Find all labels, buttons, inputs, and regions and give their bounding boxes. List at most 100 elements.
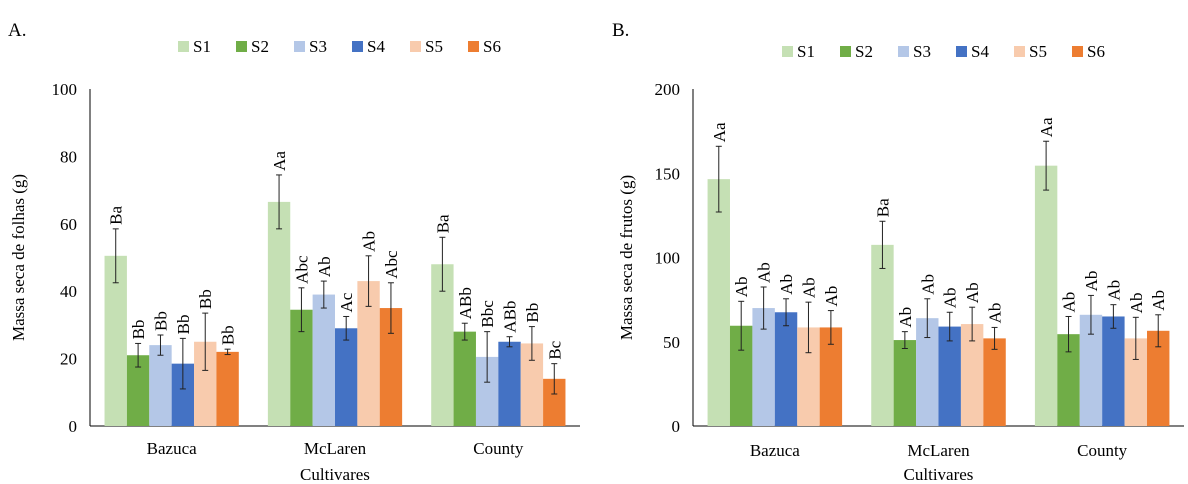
y-tick-label: 40 bbox=[60, 282, 77, 301]
legend-label-s1: S1 bbox=[193, 37, 211, 56]
data-label: Aa bbox=[1037, 117, 1056, 137]
data-label: Ba bbox=[873, 198, 892, 217]
y-tick-label: 100 bbox=[52, 80, 78, 99]
bar-s3 bbox=[312, 294, 335, 426]
chart-panel-b: B. S1 S2 S3 S4 S5 S6 0 50 100 150 200 Massa seca de … bbox=[612, 20, 1184, 484]
bar-s5 bbox=[357, 281, 380, 426]
legend-label-s2: S2 bbox=[855, 42, 873, 61]
data-label: Ab bbox=[918, 274, 937, 295]
x-tick-label: McLaren bbox=[304, 439, 367, 458]
data-label: Bc bbox=[545, 340, 564, 359]
bar-s1 bbox=[871, 244, 894, 426]
bar-s5 bbox=[797, 327, 820, 426]
x-tick-label: McLaren bbox=[907, 441, 970, 460]
bar-s3 bbox=[916, 318, 939, 426]
y-tick-label: 0 bbox=[672, 417, 681, 436]
data-label: Ab bbox=[896, 307, 915, 328]
legend-label-s3: S3 bbox=[309, 37, 327, 56]
data-label: Ab bbox=[963, 282, 982, 303]
data-label: ABb bbox=[456, 287, 475, 319]
legend-label-s2: S2 bbox=[251, 37, 269, 56]
bar-s3 bbox=[1079, 314, 1103, 426]
bar-s1 bbox=[707, 179, 730, 426]
bar-s2 bbox=[893, 340, 917, 426]
data-label: ABb bbox=[501, 301, 520, 333]
legend-swatch-s2 bbox=[236, 41, 247, 52]
data-label: Ab bbox=[732, 277, 751, 298]
data-label: Ab bbox=[941, 287, 960, 308]
x-axis-title: Cultivares bbox=[300, 465, 370, 484]
y-tick-label: 80 bbox=[60, 147, 77, 166]
y-tick-label: 200 bbox=[655, 80, 681, 99]
data-label: Ba bbox=[107, 206, 126, 225]
legend-label-s4: S4 bbox=[367, 37, 385, 56]
bar-s1 bbox=[104, 255, 127, 426]
data-label: Aa bbox=[270, 151, 289, 171]
bar-s4 bbox=[171, 363, 195, 426]
legend-label-s3: S3 bbox=[913, 42, 931, 61]
bar-s5 bbox=[960, 324, 984, 426]
y-axis-title: Massa seca de folhas (g) bbox=[9, 174, 28, 341]
bar-s6 bbox=[1147, 330, 1170, 426]
legend-label-s4: S4 bbox=[971, 42, 989, 61]
data-label: Ba bbox=[433, 214, 452, 233]
data-label: Ab bbox=[799, 277, 818, 298]
bar-s4 bbox=[774, 312, 798, 426]
legend-label-s6: S6 bbox=[483, 37, 501, 56]
bar-s5 bbox=[1124, 338, 1148, 426]
bar-s3 bbox=[752, 308, 775, 426]
data-label: Abc bbox=[292, 255, 311, 284]
data-label: Aa bbox=[710, 122, 729, 142]
bar-s4 bbox=[938, 326, 961, 426]
chart-panel-a: A. S1 S2 S3 S4 S5 S6 0 20 40 60 80 100 Massa seca de … bbox=[8, 20, 580, 484]
bar-s2 bbox=[1057, 334, 1080, 426]
y-tick-label: 150 bbox=[655, 164, 681, 183]
bar-s5 bbox=[520, 343, 544, 426]
data-label: Ac bbox=[337, 292, 356, 312]
bar-s6 bbox=[983, 338, 1006, 426]
legend: S1 S2 S3 S4 S5 S6 bbox=[782, 42, 1105, 61]
bar-s4 bbox=[498, 341, 521, 426]
bar-s1 bbox=[431, 264, 454, 426]
data-label: Bb bbox=[151, 311, 170, 331]
data-label: Ab bbox=[986, 303, 1005, 324]
data-label: Abc bbox=[382, 250, 401, 279]
legend: S1 S2 S3 S4 S5 S6 bbox=[178, 37, 501, 56]
bar-s1 bbox=[1034, 165, 1058, 427]
data-label: Ab bbox=[360, 231, 379, 252]
data-label: Bb bbox=[523, 303, 542, 323]
bar-s3 bbox=[475, 356, 499, 426]
x-tick-label: County bbox=[473, 439, 524, 458]
y-tick-label: 0 bbox=[69, 417, 78, 436]
data-label: Ab bbox=[1082, 271, 1101, 292]
data-label: Bbc bbox=[478, 300, 497, 328]
y-tick-label: 60 bbox=[60, 215, 77, 234]
legend-swatch-s1 bbox=[782, 46, 793, 57]
bar-s3 bbox=[149, 345, 172, 426]
data-label: Ab bbox=[315, 256, 334, 277]
y-tick-label: 20 bbox=[60, 350, 77, 369]
data-label: Ab bbox=[755, 262, 774, 283]
data-label: Bb bbox=[219, 325, 238, 345]
panel-label: A. bbox=[8, 20, 26, 41]
data-label: Bb bbox=[196, 289, 215, 309]
bar-s6 bbox=[216, 351, 239, 426]
legend-swatch-s4 bbox=[352, 41, 363, 52]
bar-s6 bbox=[543, 378, 566, 426]
x-tick-label: County bbox=[1077, 441, 1128, 460]
x-axis-title: Cultivares bbox=[904, 465, 974, 484]
data-label: Ab bbox=[777, 274, 796, 295]
legend-swatch-s6 bbox=[468, 41, 479, 52]
data-label: Ab bbox=[1127, 293, 1146, 314]
bar-s2 bbox=[126, 355, 150, 426]
legend-label-s5: S5 bbox=[1029, 42, 1047, 61]
bar-s4 bbox=[1102, 316, 1125, 426]
bar-s6 bbox=[819, 327, 843, 426]
y-tick-label: 100 bbox=[655, 249, 681, 268]
legend-swatch-s1 bbox=[178, 41, 189, 52]
data-label: Ab bbox=[1104, 280, 1123, 301]
legend-label-s5: S5 bbox=[425, 37, 443, 56]
bar-s4 bbox=[335, 328, 358, 426]
data-label: Bb bbox=[174, 315, 193, 335]
